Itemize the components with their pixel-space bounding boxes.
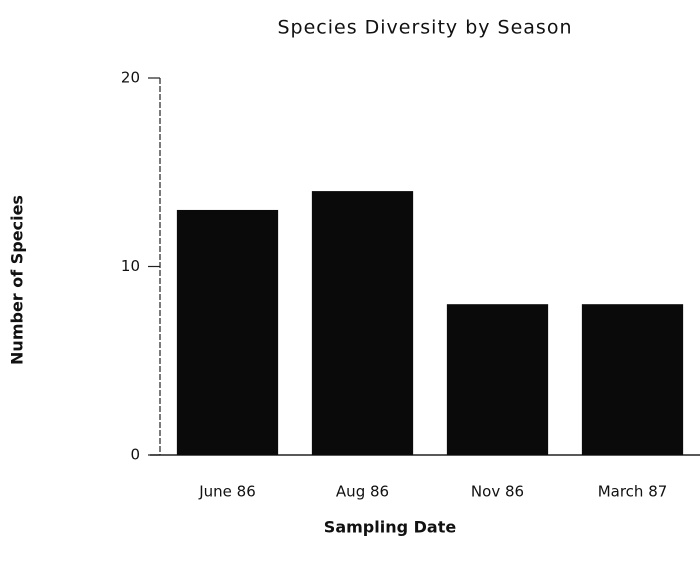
x-tick-label: March 87: [598, 483, 668, 501]
x-tick-label: June 86: [198, 483, 256, 501]
bar: [446, 304, 549, 455]
y-tick-label: 10: [121, 257, 140, 275]
bar: [581, 304, 684, 455]
x-axis-label: Sampling Date: [324, 518, 457, 537]
y-tick-label: 20: [121, 69, 140, 87]
y-axis-label: Number of Species: [8, 195, 27, 365]
x-tick-label: Nov 86: [471, 483, 524, 501]
bar: [311, 191, 414, 455]
bar: [176, 209, 279, 455]
chart-title: Species Diversity by Season: [277, 17, 572, 39]
x-tick-label: Aug 86: [336, 483, 389, 501]
y-tick-label: 0: [130, 446, 140, 464]
